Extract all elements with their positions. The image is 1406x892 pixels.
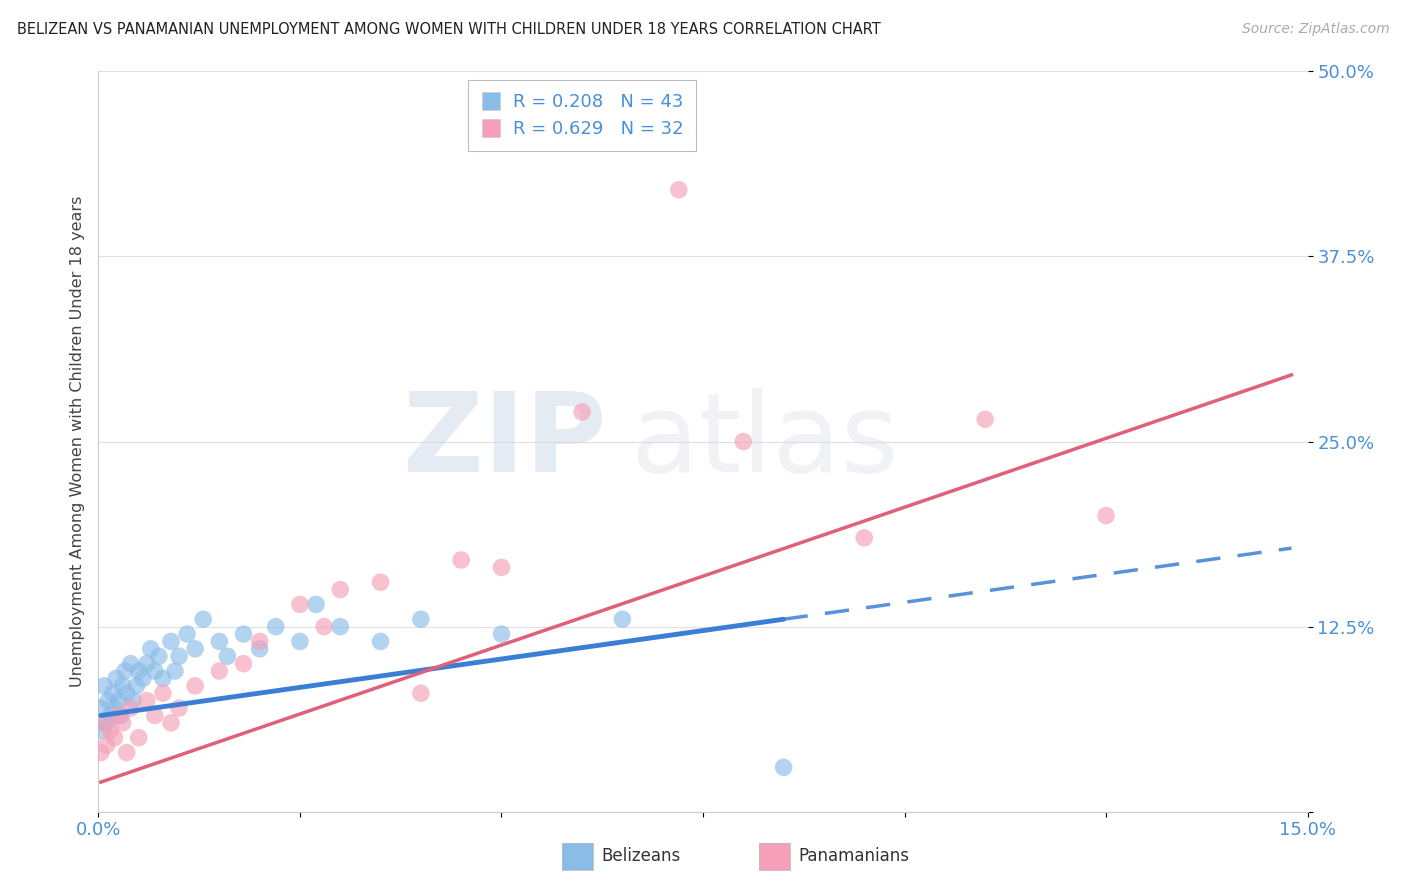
Point [370,634,392,648]
Point [103,701,125,715]
Point [1095,508,1118,523]
Point [152,672,174,686]
Point [571,405,593,419]
Point [96,738,118,752]
Point [143,708,166,723]
Point [115,686,138,700]
Point [668,183,690,197]
Point [314,619,336,633]
Point [97,694,120,708]
Point [110,708,132,723]
Text: Panamanians: Panamanians [799,847,910,865]
Point [93,679,115,693]
Y-axis label: Unemployment Among Women with Children Under 18 years: Unemployment Among Women with Children U… [69,196,84,687]
Point [100,723,122,738]
Point [264,619,287,633]
Point [249,634,271,648]
Point [491,627,513,641]
Point [160,634,183,648]
Point [184,641,207,656]
Point [152,686,174,700]
Point [305,598,328,612]
Text: atlas: atlas [630,388,898,495]
Point [612,612,634,626]
Point [974,412,997,426]
Point [103,731,125,745]
Point [232,657,254,671]
Point [370,575,392,590]
Point [160,715,183,730]
Point [135,694,157,708]
Point [329,582,352,597]
Point [409,686,432,700]
Point [115,746,138,760]
Point [120,701,142,715]
Point [288,634,311,648]
Point [120,657,142,671]
Point [111,679,134,693]
Point [232,627,254,641]
Point [122,694,145,708]
Point [329,619,352,633]
Point [450,553,472,567]
Point [217,649,239,664]
Point [167,649,190,664]
Point [176,627,198,641]
Point [208,664,231,678]
Point [96,715,118,730]
Point [111,715,134,730]
Point [135,657,157,671]
Point [100,708,122,723]
Point [101,686,124,700]
Point [167,701,190,715]
Text: ZIP: ZIP [404,388,606,495]
Point [193,612,215,626]
Point [184,679,207,693]
Point [107,694,129,708]
Point [409,612,432,626]
Point [772,760,794,774]
Point [107,708,129,723]
Point [139,641,162,656]
Point [91,723,114,738]
Point [128,664,150,678]
Text: BELIZEAN VS PANAMANIAN UNEMPLOYMENT AMONG WOMEN WITH CHILDREN UNDER 18 YEARS COR: BELIZEAN VS PANAMANIAN UNEMPLOYMENT AMON… [17,22,880,37]
Point [853,531,876,545]
Point [208,634,231,648]
Text: Belizeans: Belizeans [602,847,681,865]
Text: Source: ZipAtlas.com: Source: ZipAtlas.com [1241,22,1389,37]
Point [249,641,271,656]
Point [163,664,186,678]
Point [125,679,148,693]
Point [91,715,114,730]
Point [90,746,112,760]
Point [114,664,136,678]
Point [491,560,513,574]
Point [148,649,170,664]
Point [143,664,166,678]
Point [733,434,755,449]
Legend: R = 0.208   N = 43, R = 0.629   N = 32: R = 0.208 N = 43, R = 0.629 N = 32 [468,80,696,151]
Point [90,701,112,715]
Point [105,672,128,686]
Point [132,672,155,686]
Point [288,598,311,612]
Point [128,731,150,745]
